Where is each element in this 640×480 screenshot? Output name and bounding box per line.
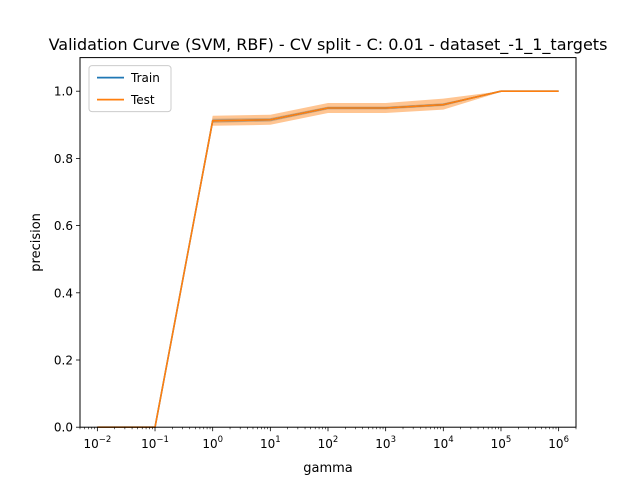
y-tick-label: 0.6	[54, 219, 73, 233]
x-axis-label: gamma	[303, 461, 353, 476]
series-line-test	[97, 90, 559, 429]
plot-area	[97, 90, 559, 429]
x-tick-label: 103	[375, 435, 396, 451]
chart-title: Validation Curve (SVM, RBF) - CV split -…	[49, 35, 608, 55]
y-tick-label: 0.0	[54, 421, 73, 435]
y-tick-label: 0.2	[54, 354, 73, 368]
y-axis-label: precision	[29, 213, 44, 272]
x-tick-label: 104	[433, 435, 454, 451]
x-tick-label: 101	[260, 435, 281, 451]
x-tick-label: 102	[318, 435, 339, 451]
x-tick-label: 106	[548, 435, 569, 451]
x-tick-label: 100	[202, 435, 223, 451]
y-tick-label: 1.0	[54, 85, 73, 99]
x-tick-label: 10−1	[141, 435, 169, 451]
legend-label-test: Test	[130, 93, 155, 107]
x-tick-label: 105	[491, 435, 512, 451]
axis-ticks: 10−2 10−1 100 101 102 103 104 105 106 0.0 0.2 0.4 0.…	[54, 85, 577, 451]
y-tick-label: 0.8	[54, 152, 73, 166]
y-tick-label: 0.4	[54, 286, 73, 300]
legend: Train Test	[88, 65, 172, 113]
legend-label-train: Train	[130, 71, 160, 85]
x-tick-label: 10−2	[83, 435, 111, 451]
